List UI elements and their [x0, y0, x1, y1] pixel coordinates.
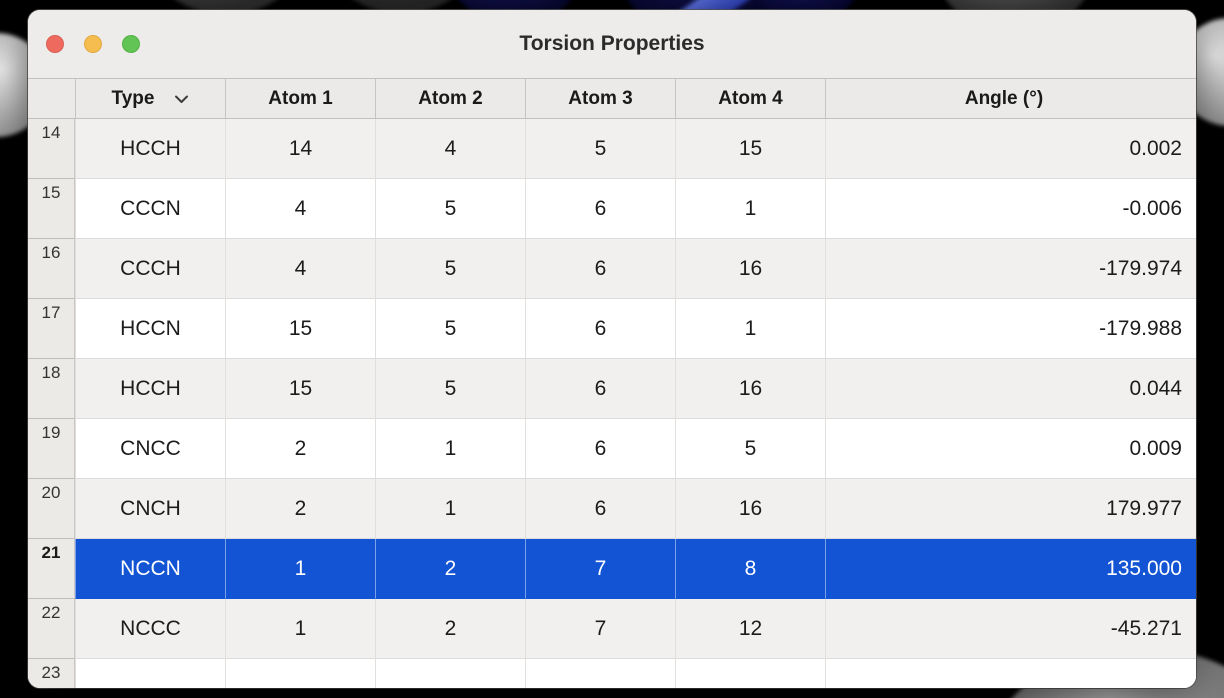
- titlebar[interactable]: Torsion Properties: [28, 10, 1196, 79]
- cell-atom4[interactable]: 16: [675, 479, 825, 539]
- cell-atom2[interactable]: [375, 659, 525, 688]
- cell-atom4[interactable]: 16: [675, 359, 825, 419]
- close-button[interactable]: [46, 35, 64, 53]
- cell-atom4[interactable]: 1: [675, 299, 825, 359]
- cell-angle[interactable]: -45.271: [825, 599, 1196, 659]
- cell-type[interactable]: [75, 659, 225, 688]
- cell-type[interactable]: HCCH: [75, 119, 225, 179]
- cell-atom2[interactable]: 1: [375, 479, 525, 539]
- cell-angle[interactable]: -179.974: [825, 239, 1196, 299]
- row-number[interactable]: 14: [28, 119, 75, 179]
- cell-atom1[interactable]: [225, 659, 375, 688]
- cell-atom2[interactable]: 5: [375, 179, 525, 239]
- column-header-type-label: Type: [111, 87, 155, 109]
- cell-atom2[interactable]: 4: [375, 119, 525, 179]
- cell-atom4[interactable]: 16: [675, 239, 825, 299]
- window-title: Torsion Properties: [519, 32, 705, 55]
- cell-type[interactable]: CNCH: [75, 479, 225, 539]
- row-number[interactable]: 17: [28, 299, 75, 359]
- cell-atom3[interactable]: 7: [525, 539, 675, 599]
- column-header-atom3[interactable]: Atom 3: [525, 79, 675, 118]
- cell-atom4[interactable]: 1: [675, 179, 825, 239]
- minimize-button[interactable]: [84, 35, 102, 53]
- row-number[interactable]: 15: [28, 179, 75, 239]
- cell-atom2[interactable]: 5: [375, 359, 525, 419]
- row-number[interactable]: 22: [28, 599, 75, 659]
- column-header-angle[interactable]: Angle (°): [825, 79, 1196, 118]
- table-row[interactable]: 17 HCCN 15 5 6 1 -179.988: [28, 299, 1196, 359]
- cell-type[interactable]: CCCN: [75, 179, 225, 239]
- row-number[interactable]: 20: [28, 479, 75, 539]
- traffic-lights: [46, 10, 140, 78]
- cell-atom2[interactable]: 5: [375, 299, 525, 359]
- cell-atom1[interactable]: 15: [225, 299, 375, 359]
- table-row[interactable]: 15 CCCN 4 5 6 1 -0.006: [28, 179, 1196, 239]
- cell-angle[interactable]: [825, 659, 1196, 688]
- row-number[interactable]: 19: [28, 419, 75, 479]
- table-row[interactable]: 14 HCCH 14 4 5 15 0.002: [28, 119, 1196, 179]
- column-header-atom2[interactable]: Atom 2: [375, 79, 525, 118]
- cell-angle[interactable]: 179.977: [825, 479, 1196, 539]
- table-row[interactable]: 20 CNCH 2 1 6 16 179.977: [28, 479, 1196, 539]
- cell-angle[interactable]: -0.006: [825, 179, 1196, 239]
- cell-atom1[interactable]: 4: [225, 179, 375, 239]
- column-header-atom1[interactable]: Atom 1: [225, 79, 375, 118]
- cell-angle[interactable]: -179.988: [825, 299, 1196, 359]
- cell-atom3[interactable]: 5: [525, 119, 675, 179]
- cell-angle[interactable]: 135.000: [825, 539, 1196, 599]
- row-number[interactable]: 21: [28, 539, 75, 599]
- table-row[interactable]: 23: [28, 659, 1196, 688]
- cell-angle[interactable]: 0.002: [825, 119, 1196, 179]
- cell-atom2[interactable]: 2: [375, 539, 525, 599]
- table-header: Type Atom 1 Atom 2 Atom 3 Atom 4 Angle (…: [28, 79, 1196, 119]
- row-number[interactable]: 18: [28, 359, 75, 419]
- cell-atom3[interactable]: 6: [525, 419, 675, 479]
- cell-type[interactable]: HCCN: [75, 299, 225, 359]
- row-number[interactable]: 16: [28, 239, 75, 299]
- cell-atom3[interactable]: 6: [525, 479, 675, 539]
- column-header-atom4[interactable]: Atom 4: [675, 79, 825, 118]
- cell-atom2[interactable]: 2: [375, 599, 525, 659]
- cell-atom1[interactable]: 14: [225, 119, 375, 179]
- cell-atom4[interactable]: 5: [675, 419, 825, 479]
- cell-atom1[interactable]: 1: [225, 539, 375, 599]
- row-number-header: [28, 79, 75, 118]
- torsion-properties-window: Torsion Properties Type Atom 1 Atom 2 At…: [28, 10, 1196, 688]
- cell-atom3[interactable]: 7: [525, 599, 675, 659]
- cell-atom3[interactable]: 6: [525, 299, 675, 359]
- cell-angle[interactable]: 0.009: [825, 419, 1196, 479]
- cell-atom1[interactable]: 2: [225, 419, 375, 479]
- cell-atom1[interactable]: 1: [225, 599, 375, 659]
- table-row[interactable]: 18 HCCH 15 5 6 16 0.044: [28, 359, 1196, 419]
- cell-atom3[interactable]: [525, 659, 675, 688]
- chevron-down-icon: [174, 94, 189, 104]
- cell-atom3[interactable]: 6: [525, 239, 675, 299]
- cell-atom1[interactable]: 4: [225, 239, 375, 299]
- table-row[interactable]: 22 NCCC 1 2 7 12 -45.271: [28, 599, 1196, 659]
- cell-atom4[interactable]: 12: [675, 599, 825, 659]
- cell-atom1[interactable]: 2: [225, 479, 375, 539]
- cell-atom4[interactable]: 15: [675, 119, 825, 179]
- table-body: 14 HCCH 14 4 5 15 0.002 15 CCCN 4 5 6 1 …: [28, 119, 1196, 688]
- table-row[interactable]: 21 NCCN 1 2 7 8 135.000: [28, 539, 1196, 599]
- row-number[interactable]: 23: [28, 659, 75, 688]
- cell-type[interactable]: CCCH: [75, 239, 225, 299]
- cell-atom3[interactable]: 6: [525, 359, 675, 419]
- column-header-type[interactable]: Type: [75, 79, 225, 118]
- zoom-button[interactable]: [122, 35, 140, 53]
- cell-atom1[interactable]: 15: [225, 359, 375, 419]
- cell-atom3[interactable]: 6: [525, 179, 675, 239]
- cell-type[interactable]: NCCC: [75, 599, 225, 659]
- cell-angle[interactable]: 0.044: [825, 359, 1196, 419]
- cell-atom2[interactable]: 5: [375, 239, 525, 299]
- cell-type[interactable]: NCCN: [75, 539, 225, 599]
- table-row[interactable]: 16 CCCH 4 5 6 16 -179.974: [28, 239, 1196, 299]
- cell-atom4[interactable]: 8: [675, 539, 825, 599]
- cell-atom2[interactable]: 1: [375, 419, 525, 479]
- table-row[interactable]: 19 CNCC 2 1 6 5 0.009: [28, 419, 1196, 479]
- cell-type[interactable]: HCCH: [75, 359, 225, 419]
- cell-atom4[interactable]: [675, 659, 825, 688]
- cell-type[interactable]: CNCC: [75, 419, 225, 479]
